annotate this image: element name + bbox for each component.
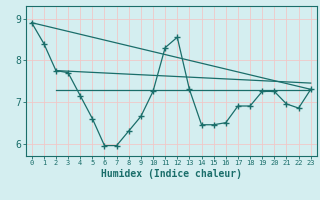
X-axis label: Humidex (Indice chaleur): Humidex (Indice chaleur) [101, 169, 242, 179]
